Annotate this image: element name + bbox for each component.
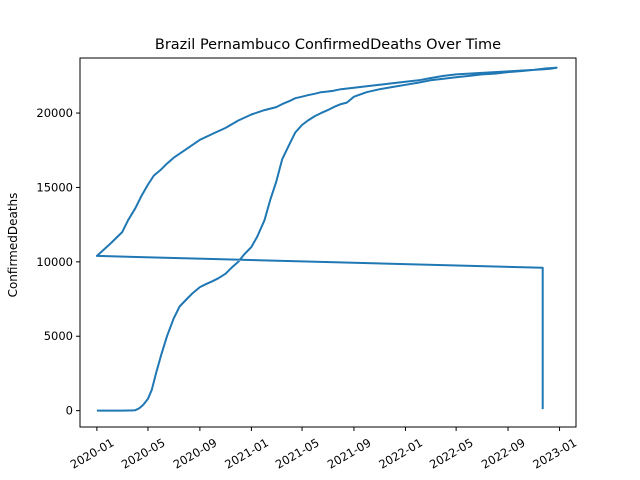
y-axis-ticks: 0 5000 10000 15000 20000 bbox=[36, 106, 80, 418]
x-tick-label: 2022-05 bbox=[427, 435, 476, 471]
x-tick-label: 2021-05 bbox=[273, 435, 322, 471]
series-line bbox=[95, 66, 558, 412]
plot-frame bbox=[79, 57, 577, 428]
x-tick-label: 2020-01 bbox=[68, 435, 117, 471]
x-tick-label: 2022-09 bbox=[479, 435, 528, 471]
plot-area bbox=[95, 66, 558, 412]
x-tick-label: 2021-01 bbox=[222, 435, 271, 471]
y-tick-label: 0 bbox=[66, 404, 73, 418]
x-tick-label: 2023-01 bbox=[530, 435, 579, 471]
x-tick-label: 2020-09 bbox=[171, 435, 220, 471]
y-tick-label: 20000 bbox=[36, 106, 73, 120]
y-tick-label: 5000 bbox=[44, 329, 73, 343]
chart-title: Brazil Pernambuco ConfirmedDeaths Over T… bbox=[155, 37, 501, 53]
y-tick-label: 15000 bbox=[36, 180, 73, 194]
y-tick-label: 10000 bbox=[36, 255, 73, 269]
x-axis-ticks: 2020-01 2020-05 2020-09 2021-01 2021-05 2021-… bbox=[68, 427, 579, 472]
x-tick-label: 2020-05 bbox=[119, 435, 168, 471]
y-axis-label: ConfirmedDeaths bbox=[6, 193, 20, 298]
x-tick-label: 2022-01 bbox=[376, 435, 425, 471]
x-tick-label: 2021-09 bbox=[325, 435, 374, 471]
